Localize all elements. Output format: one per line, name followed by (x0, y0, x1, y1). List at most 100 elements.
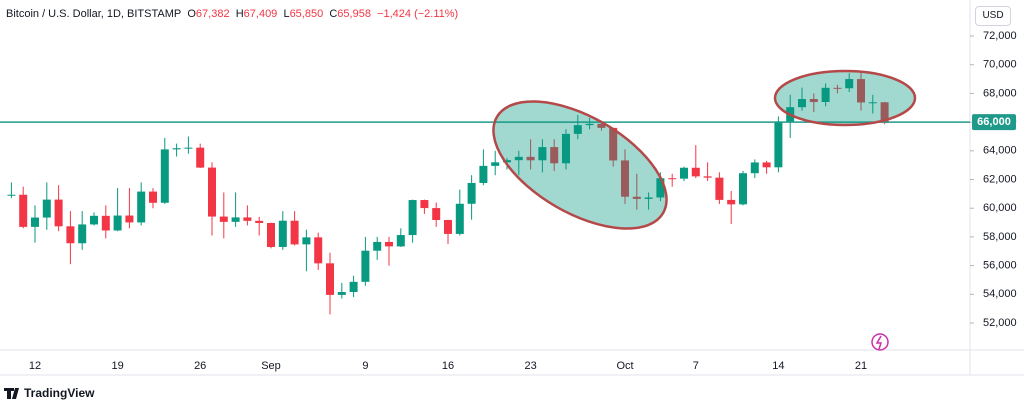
candle-body (184, 147, 193, 149)
candle-body (420, 200, 429, 209)
candle-body (78, 224, 87, 244)
candle-body (680, 167, 688, 179)
candle-body (101, 215, 110, 231)
header: Bitcoin / U.S. Dollar, 1D, BITSTAMP O67,… (6, 8, 458, 20)
candle-body (562, 133, 570, 164)
y-tick-label: 56,000 (983, 260, 1017, 272)
candle-body (821, 87, 830, 103)
candle-body (361, 250, 370, 282)
y-tick-label: 72,000 (983, 30, 1017, 42)
candle-body (7, 194, 16, 196)
highlight-ellipse (773, 69, 917, 127)
candle-body (54, 199, 63, 227)
candle-body (66, 226, 75, 244)
event-icon[interactable] (871, 333, 889, 351)
x-tick-label: 9 (362, 360, 368, 372)
candle-body (432, 208, 441, 220)
candle-body (290, 220, 299, 245)
candle-body (809, 99, 818, 103)
candle-body (455, 203, 464, 234)
symbol: Bitcoin / U.S. Dollar, 1D, BITSTAMP (6, 8, 182, 20)
candle-body (491, 162, 500, 166)
y-tick-label: 62,000 (983, 173, 1017, 185)
candle-body (845, 79, 854, 89)
ohlc-label: O (187, 8, 196, 20)
highlight-ellipse (492, 100, 668, 230)
candle-body (337, 292, 346, 295)
candle-body (703, 176, 712, 178)
candle-body (231, 217, 240, 222)
candle-body (444, 219, 452, 234)
ohlc-label: C (329, 8, 338, 20)
candle-body (208, 167, 216, 217)
candle-body (668, 178, 677, 180)
candle-body (727, 199, 736, 205)
candle-body (621, 160, 629, 197)
candle-body (526, 156, 535, 161)
x-tick-label: 14 (772, 360, 784, 372)
x-tick-label: 19 (111, 360, 123, 372)
candle-body (326, 263, 334, 295)
candle-body (267, 223, 275, 247)
event-icon (875, 335, 883, 350)
candle-body (19, 194, 28, 227)
y-tick-label: 60,000 (983, 202, 1017, 214)
candle-body (196, 147, 205, 168)
ohlc-label: L (283, 8, 290, 20)
candle-body (550, 147, 559, 164)
candle-body (278, 220, 287, 247)
candle-body (739, 173, 747, 205)
candle-body (644, 197, 653, 199)
candle-body (774, 121, 783, 168)
candle-body (691, 167, 700, 177)
y-tick-label: 52,000 (983, 317, 1017, 329)
candle-body (868, 102, 877, 104)
candle-body (750, 162, 759, 174)
candle-body (125, 215, 134, 223)
x-tick-label: 26 (194, 360, 206, 372)
candle-body (798, 99, 806, 108)
candle-body (160, 149, 169, 203)
candle-body (538, 147, 547, 161)
ohlc-value: 67,382 (195, 8, 230, 20)
candle-body (137, 191, 146, 223)
brand: TradingView (24, 386, 95, 400)
y-tick-label: 70,000 (983, 59, 1017, 71)
candle-body (314, 237, 323, 264)
candle-body (349, 281, 358, 293)
candle-body (255, 220, 264, 224)
candle-body (833, 87, 842, 89)
candle-body (573, 125, 582, 134)
y-tick-label: 64,000 (983, 145, 1017, 157)
candle-body (656, 178, 665, 198)
x-tick-label: 7 (693, 360, 699, 372)
x-tick-label: 23 (524, 360, 536, 372)
candle-body (149, 191, 157, 203)
x-tick-label: Sep (261, 360, 281, 372)
candle-body (42, 199, 51, 218)
ohlc-value: 67,409 (243, 8, 278, 20)
candle-body (857, 79, 865, 103)
candle-body (408, 200, 417, 236)
ohlc-label: H (235, 8, 244, 20)
candle-body (609, 127, 618, 161)
price-label-box (972, 114, 1016, 131)
candle-body (503, 160, 511, 163)
candle-body (172, 148, 181, 150)
candle-body (90, 215, 98, 225)
candle-body (219, 216, 228, 222)
currency-button[interactable]: USD (975, 6, 1011, 26)
candle-body (597, 123, 606, 128)
candle-body (585, 123, 594, 126)
y-tick-label: 54,000 (983, 288, 1017, 300)
y-tick-label: 68,000 (983, 87, 1017, 99)
candle-body (373, 241, 382, 251)
x-tick-label: 16 (442, 360, 454, 372)
x-tick-label: Oct (616, 360, 633, 372)
candle-body (479, 165, 488, 183)
candle-body (31, 217, 39, 227)
x-tick-label: 21 (855, 360, 867, 372)
ohlc-value: 65,958 (337, 8, 371, 20)
